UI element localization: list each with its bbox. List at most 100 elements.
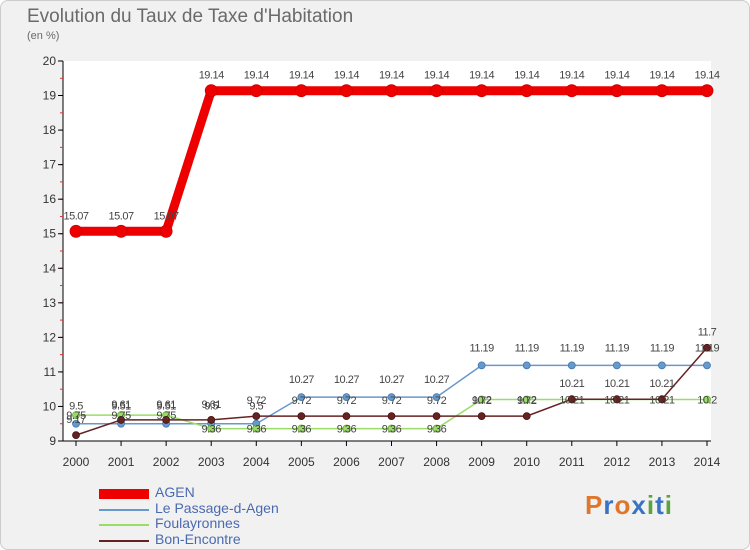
data-label: 9.72 — [517, 395, 537, 407]
data-point — [610, 84, 624, 98]
data-label: 19.14 — [424, 70, 449, 82]
legend-swatch — [99, 508, 149, 511]
data-point — [567, 395, 576, 404]
data-label: 9.51 — [156, 401, 176, 413]
data-point — [207, 416, 216, 424]
x-tick-label: 2006 — [333, 455, 360, 469]
y-tick-label: 14 — [43, 261, 57, 275]
data-point — [475, 84, 489, 98]
legend-label: Le Passage-d-Agen — [155, 499, 279, 516]
x-tick-label: 2010 — [513, 455, 540, 469]
data-point — [72, 419, 80, 428]
data-point — [565, 84, 579, 98]
data-label: 11.19 — [470, 342, 495, 354]
x-tick-label: 2008 — [423, 455, 450, 469]
data-label: 19.14 — [199, 70, 224, 82]
data-label: 19.14 — [604, 70, 629, 82]
data-point — [72, 431, 80, 440]
data-point — [342, 424, 351, 433]
plot-area — [63, 61, 711, 441]
data-label: 10.27 — [289, 374, 314, 386]
data-label: 19.14 — [649, 70, 674, 82]
x-tick-label: 2001 — [108, 455, 135, 469]
data-point — [252, 412, 261, 421]
x-tick-label: 2000 — [63, 455, 90, 469]
data-label: 9.72 — [427, 395, 447, 407]
data-label: 9.61 — [156, 399, 176, 411]
data-point — [700, 84, 714, 98]
data-point — [432, 393, 441, 402]
data-point — [477, 395, 486, 404]
data-point — [432, 412, 441, 421]
data-point — [567, 361, 576, 370]
data-point — [522, 395, 531, 404]
data-label: 19.14 — [289, 70, 314, 82]
data-label: 10.21 — [649, 378, 674, 390]
data-label: 9.72 — [247, 395, 267, 407]
data-label: 9.75 — [66, 410, 86, 422]
x-tick-label: 2012 — [604, 455, 631, 469]
data-label: 19.14 — [379, 70, 404, 82]
data-point — [655, 84, 669, 98]
data-label: 10.2 — [517, 395, 537, 407]
data-label: 9.36 — [382, 424, 402, 436]
data-point — [612, 395, 621, 404]
data-point — [72, 411, 80, 419]
data-label: 10.21 — [649, 395, 674, 407]
data-point — [520, 84, 534, 98]
proxiti-logo: Proxiti — [585, 490, 673, 521]
data-point — [294, 84, 308, 98]
legend-swatch — [99, 524, 149, 526]
data-point — [385, 84, 398, 98]
legend-item: Bon-Encontre — [99, 531, 359, 547]
data-label: 10.27 — [334, 374, 359, 386]
y-tick-label: 11 — [44, 365, 57, 379]
data-point — [658, 361, 666, 370]
data-point — [432, 424, 441, 433]
data-label: 15.07 — [109, 210, 134, 222]
data-point — [342, 412, 351, 421]
logo-letter: r — [603, 490, 615, 520]
data-point — [703, 395, 711, 404]
data-label: 19.14 — [559, 70, 584, 82]
data-label: 9.61 — [202, 399, 222, 411]
data-label: 19.14 — [514, 70, 539, 82]
legend-item: AGEN — [99, 484, 359, 500]
data-point — [114, 224, 128, 238]
chart-title: Evolution du Taux de Taxe d'Habitation — [27, 6, 354, 27]
x-tick-label: 2004 — [243, 455, 270, 469]
data-point — [204, 84, 218, 98]
data-label: 10.21 — [604, 378, 629, 390]
y-tick-label: 10 — [43, 399, 57, 413]
logo-letter: o — [614, 490, 632, 520]
data-point — [340, 84, 353, 98]
x-tick-label: 2003 — [198, 455, 225, 469]
data-label: 11.19 — [605, 342, 630, 354]
legend-item: Foulayronnes — [99, 515, 359, 531]
y-tick-label: 18 — [43, 123, 57, 137]
logo-letter: i — [664, 490, 673, 520]
data-point — [477, 412, 486, 421]
x-tick-label: 2009 — [468, 455, 495, 469]
x-tick-label: 2007 — [378, 455, 405, 469]
logo-letter: t — [655, 490, 665, 520]
data-label: 10.27 — [424, 374, 449, 386]
data-label: 19.14 — [469, 70, 494, 82]
data-point — [297, 424, 306, 433]
data-label: 15.07 — [63, 210, 88, 222]
x-tick-label: 2014 — [694, 455, 721, 469]
data-label: 10.27 — [379, 374, 404, 386]
logo-letter: i — [646, 490, 656, 520]
data-label: 9.72 — [337, 395, 357, 407]
data-point — [159, 224, 173, 238]
x-tick-label: 2013 — [649, 455, 676, 469]
data-label: 10.2 — [697, 395, 717, 407]
y-tick-label: 15 — [43, 227, 57, 241]
data-point — [117, 416, 125, 424]
data-label: 9.72 — [292, 395, 312, 407]
data-label: 9.75 — [111, 410, 131, 422]
data-label: 19.14 — [244, 70, 269, 82]
data-point — [703, 361, 711, 370]
data-label: 19.14 — [334, 70, 359, 82]
